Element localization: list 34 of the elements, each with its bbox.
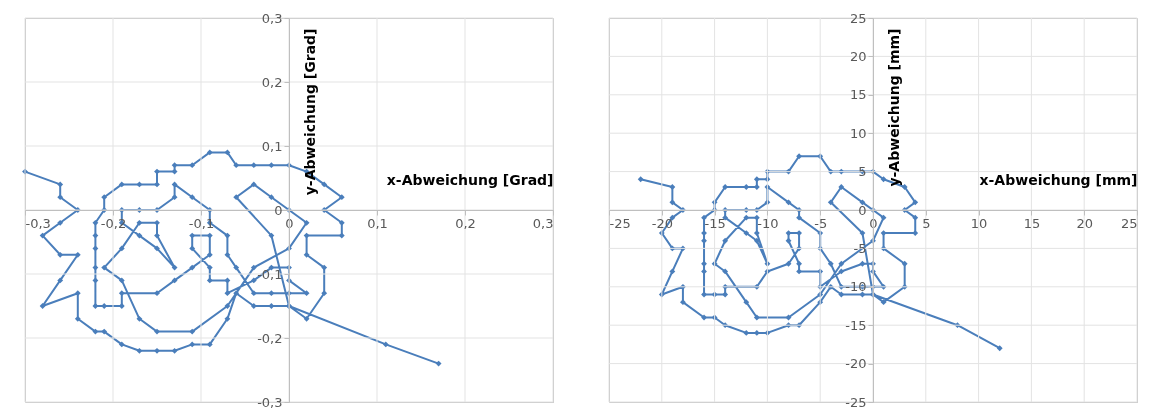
y-tick-label: 10	[849, 125, 867, 141]
y-tick-label: -20	[845, 356, 867, 372]
x-tick-label: -0,1	[188, 215, 215, 231]
y-axis-title: y-Abweichung [mm]	[885, 28, 902, 187]
x-tick-label: 0,2	[455, 215, 476, 231]
x-tick-label: 25	[1120, 215, 1138, 231]
x-tick-label: -0,2	[100, 215, 127, 231]
y-tick-label: 0,2	[261, 74, 283, 90]
y-tick-label: 0,1	[261, 138, 283, 154]
x-axis-title: x-Abweichung [mm]	[979, 171, 1138, 188]
x-tick-label: 5	[922, 215, 931, 231]
x-tick-label: 0,3	[532, 215, 554, 231]
x-tick-label: -10	[757, 215, 779, 231]
x-tick-label: -0,3	[25, 215, 51, 231]
y-tick-label: 0	[274, 202, 283, 218]
y-tick-label: -25	[845, 394, 867, 410]
x-tick-label: -5	[814, 215, 828, 231]
x-axis-title: x-Abweichung [Grad]	[386, 171, 554, 188]
y-axis-title: y-Abweichung [Grad]	[301, 28, 318, 196]
y-tick-label: 25	[849, 10, 867, 26]
y-tick-label: -0,2	[257, 330, 283, 346]
x-tick-label: 15	[1023, 215, 1041, 231]
x-tick-label: 0,1	[367, 215, 388, 231]
y-tick-label: -15	[845, 317, 867, 333]
y-tick-label: 5	[858, 164, 867, 180]
y-tick-label: -0,3	[257, 394, 283, 410]
x-tick-label: -15	[704, 215, 726, 231]
y-tick-label: 0	[858, 202, 867, 218]
y-tick-label: 20	[849, 48, 867, 64]
x-tick-label: 20	[1076, 215, 1093, 231]
x-tick-label: -25	[609, 215, 631, 231]
y-tick-label: 0,3	[261, 10, 283, 26]
y-tick-label: 15	[849, 87, 867, 103]
x-tick-label: 10	[970, 215, 988, 231]
